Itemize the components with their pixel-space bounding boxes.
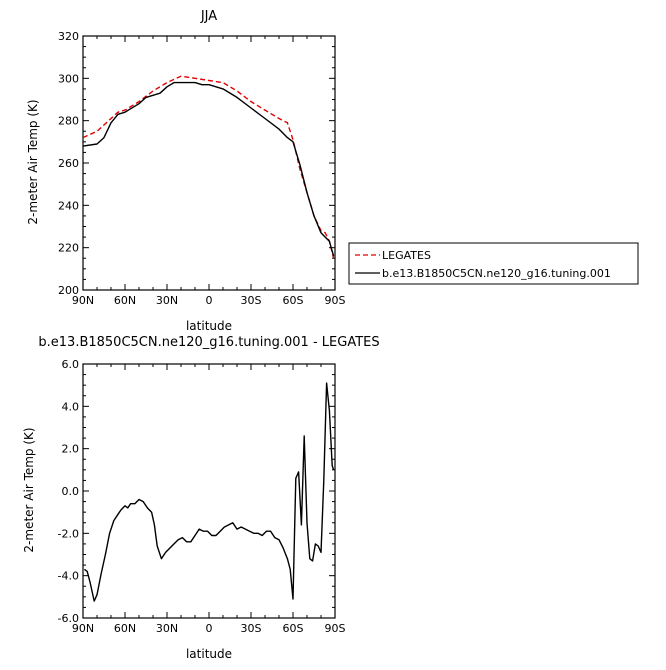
bottom-y-tick-label: -2.0 [58, 527, 79, 540]
bottom-chart-title: b.e13.B1850C5CN.ne120_g16.tuning.001 - L… [38, 335, 379, 350]
top-y-tick-label: 320 [58, 30, 79, 43]
top-x-tick-label: 60N [114, 294, 136, 307]
bottom-x-tick-label: 90N [72, 622, 94, 635]
legend-frame [348, 242, 639, 285]
top-x-tick-label: 90S [325, 294, 346, 307]
bottom-y-tick-label: 4.0 [62, 400, 80, 413]
top-y-tick-label: 280 [58, 115, 79, 128]
top-x-tick-label: 60S [283, 294, 304, 307]
bottom-x-axis-label: latitude [186, 647, 232, 661]
top-plot-frame [82, 35, 336, 291]
bottom-plot-frame [82, 363, 336, 619]
top-x-tick-label: 30S [241, 294, 262, 307]
bottom-series-line-0 [83, 382, 335, 602]
bottom-y-tick-label: 0.0 [62, 485, 80, 498]
top-series-line-0 [83, 75, 335, 259]
top-y-tick-label: 260 [58, 157, 79, 170]
bottom-y-tick-label: 2.0 [62, 443, 80, 456]
top-y-tick-label: 240 [58, 199, 79, 212]
bottom-y-tick-label: -4.0 [58, 570, 79, 583]
bottom-y-axis-label: 2-meter Air Temp (K) [22, 427, 36, 552]
bottom-x-tick-label: 30S [241, 622, 262, 635]
top-x-tick-label: 0 [206, 294, 213, 307]
legend-label-model: b.e13.B1850C5CN.ne120_g16.tuning.001 [382, 267, 611, 280]
top-chart-title: JJA [200, 9, 217, 24]
bottom-x-tick-label: 60N [114, 622, 136, 635]
bottom-x-tick-label: 0 [206, 622, 213, 635]
top-series-line-1 [83, 81, 335, 257]
top-y-tick-label: 200 [58, 284, 79, 297]
top-y-tick-label: 220 [58, 242, 79, 255]
bottom-x-tick-label: 60S [283, 622, 304, 635]
bottom-plot-area: 90N 60N 30N 0 30S 60S 90S -6.0 -4.0 -2.0 0.0 2.0 4.0… [58, 358, 346, 635]
legend-label-legates: LEGATES [382, 249, 431, 262]
top-x-axis-label: latitude [186, 319, 232, 333]
bottom-y-tick-label: 6.0 [62, 358, 80, 371]
bottom-y-tick-label: -6.0 [58, 612, 79, 625]
bottom-x-tick-label: 90S [325, 622, 346, 635]
top-plot-area: 90N 60N 30N 0 30S 60S 90S 200 220 240 260 280 300 320 [58, 30, 346, 307]
legend: LEGATES b.e13.B1850C5CN.ne120_g16.tuning… [348, 242, 639, 285]
top-x-tick-label: 30N [156, 294, 178, 307]
top-y-tick-label: 300 [58, 72, 79, 85]
bottom-x-tick-label: 30N [156, 622, 178, 635]
top-x-tick-label: 90N [72, 294, 94, 307]
top-y-axis-label: 2-meter Air Temp (K) [26, 99, 40, 224]
